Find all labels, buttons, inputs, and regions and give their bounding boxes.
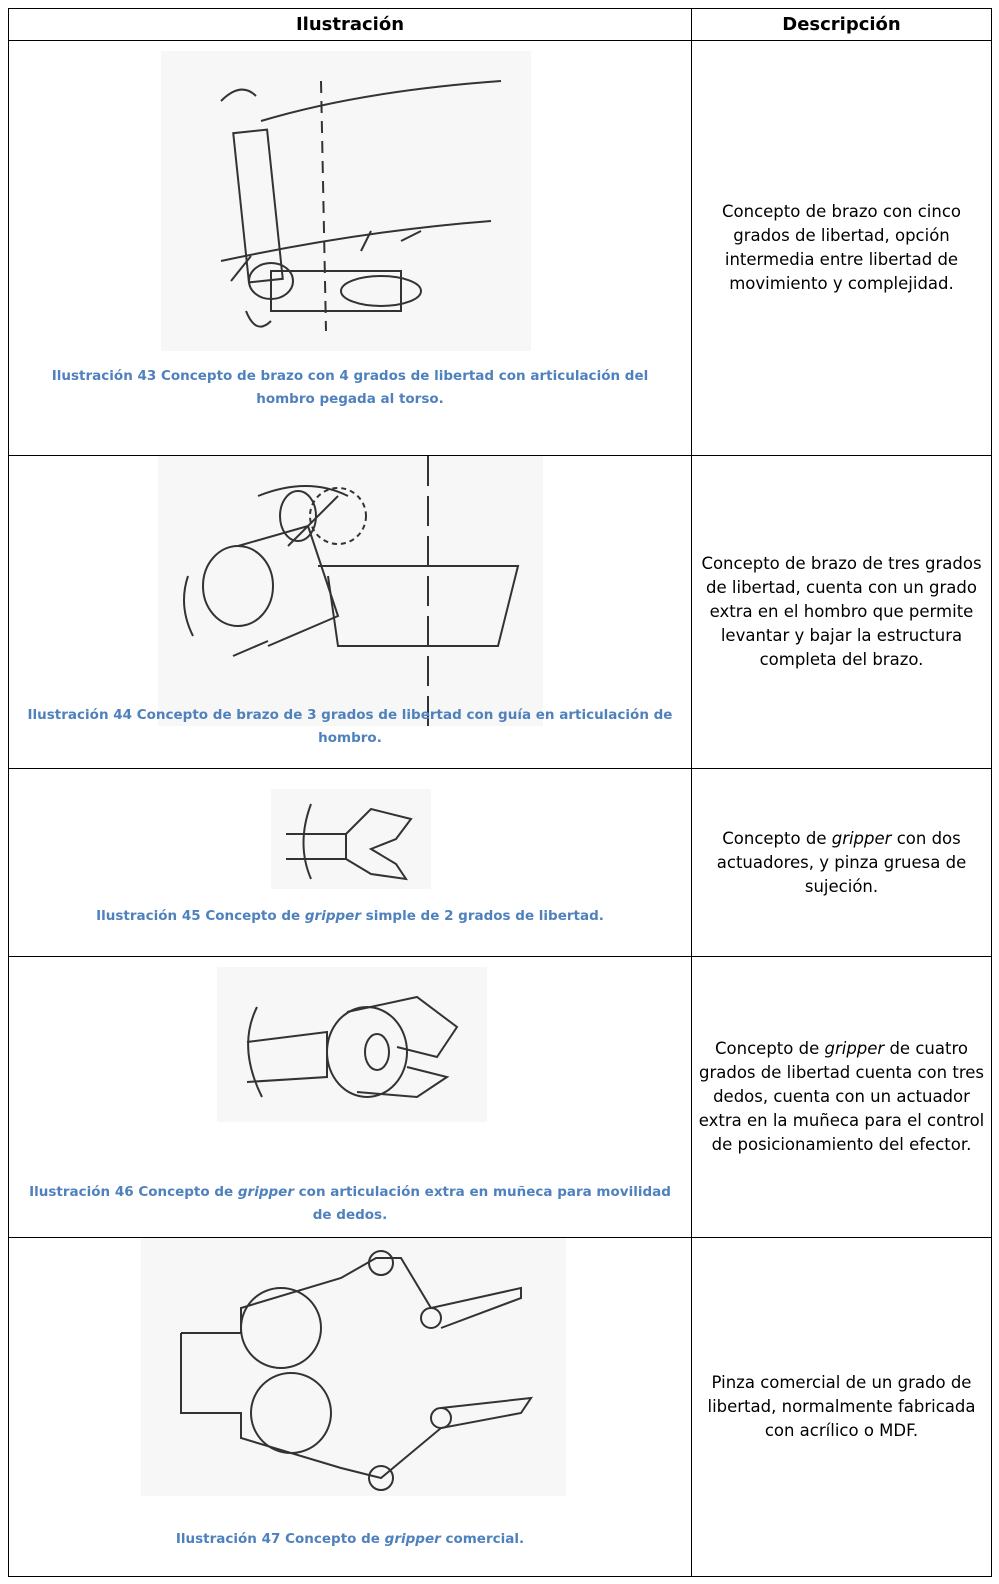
sketch bbox=[158, 456, 543, 726]
caption: Ilustración 47 Concepto de gripper comer… bbox=[23, 1528, 677, 1551]
sketch bbox=[161, 51, 531, 351]
text: Ilustración 47 Concepto de bbox=[175, 1531, 385, 1547]
caption: Ilustración 43 Concepto de brazo con 4 g… bbox=[23, 365, 677, 411]
illustration-cell: Ilustración 47 Concepto de gripper comer… bbox=[8, 1237, 692, 1577]
text: comercial. bbox=[440, 1531, 525, 1547]
caption: Ilustración 45 Concepto de gripper simpl… bbox=[23, 905, 677, 928]
illustration-cell: Ilustración 45 Concepto de gripper simpl… bbox=[8, 768, 692, 957]
header-cell: Ilustración bbox=[8, 8, 692, 41]
caption: Ilustración 44 Concepto de brazo de 3 gr… bbox=[23, 704, 677, 750]
text: simple de 2 grados de libertad. bbox=[360, 908, 604, 924]
text: Ilustración 46 Concepto de bbox=[29, 1184, 238, 1200]
header-row: Ilustración Descripción bbox=[8, 8, 992, 41]
text: Ilustración 45 Concepto de bbox=[96, 908, 305, 924]
caption: Ilustración 46 Concepto de gripper con a… bbox=[23, 1181, 677, 1227]
row: Ilustración 44 Concepto de brazo de 3 gr… bbox=[8, 455, 992, 769]
text: Ilustración 43 Concepto de brazo con 4 g… bbox=[51, 368, 649, 407]
text: de cuatro grados de libertad cuenta con … bbox=[698, 1039, 985, 1154]
row: Ilustración 47 Concepto de gripper comer… bbox=[8, 1237, 992, 1577]
header-cell: Descripción bbox=[691, 8, 992, 41]
text: con dos actuadores, y pinza gruesa de su… bbox=[716, 828, 967, 896]
text: con articulación extra en muñeca para mo… bbox=[293, 1184, 671, 1223]
description: Concepto de brazo con cinco grados de li… bbox=[691, 40, 992, 456]
text: Ilustración 44 Concepto de brazo de 3 gr… bbox=[27, 707, 673, 746]
illustration-cell: Ilustración 43 Concepto de brazo con 4 g… bbox=[8, 40, 692, 456]
italic-term: gripper bbox=[304, 908, 361, 924]
text: Pinza comercial de un grado de libertad,… bbox=[707, 1373, 976, 1440]
italic-term: gripper bbox=[831, 828, 892, 848]
sketch bbox=[217, 967, 487, 1122]
row: Ilustración 46 Concepto de gripper con a… bbox=[8, 956, 992, 1238]
concept-table: Ilustración Descripción Ilustración 43 C… bbox=[8, 8, 992, 1577]
description: Concepto de gripper con dos actuadores, … bbox=[691, 768, 992, 957]
sketch bbox=[271, 789, 431, 889]
description: Concepto de brazo de tres grados de libe… bbox=[691, 455, 992, 769]
text: Concepto de bbox=[722, 828, 832, 848]
row: Ilustración 43 Concepto de brazo con 4 g… bbox=[8, 40, 992, 456]
italic-term: gripper bbox=[824, 1039, 885, 1058]
description: Concepto de gripper de cuatro grados de … bbox=[691, 956, 992, 1238]
illustration-cell: Ilustración 46 Concepto de gripper con a… bbox=[8, 956, 692, 1238]
text: Concepto de brazo de tres grados de libe… bbox=[701, 554, 982, 669]
illustration-cell: Ilustración 44 Concepto de brazo de 3 gr… bbox=[8, 455, 692, 769]
description: Pinza comercial de un grado de libertad,… bbox=[691, 1237, 992, 1577]
sketch bbox=[141, 1238, 566, 1496]
text: Concepto de brazo con cinco grados de li… bbox=[722, 202, 961, 293]
italic-term: gripper bbox=[237, 1184, 294, 1200]
text: Concepto de bbox=[715, 1039, 825, 1058]
row: Ilustración 45 Concepto de gripper simpl… bbox=[8, 768, 992, 957]
italic-term: gripper bbox=[384, 1531, 441, 1547]
